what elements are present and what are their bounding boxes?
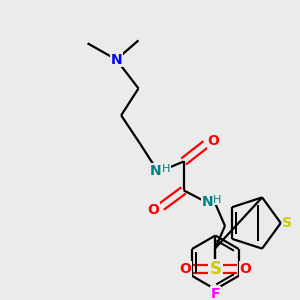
- Text: O: O: [180, 262, 191, 276]
- Text: N: N: [202, 195, 214, 209]
- Text: O: O: [147, 202, 159, 217]
- Text: N: N: [150, 164, 162, 178]
- Text: O: O: [208, 134, 219, 148]
- Text: N: N: [110, 52, 122, 67]
- Text: H: H: [162, 164, 170, 174]
- Text: O: O: [239, 262, 251, 276]
- Text: S: S: [283, 216, 292, 230]
- Text: H: H: [213, 195, 221, 205]
- Text: S: S: [209, 260, 221, 278]
- Text: F: F: [211, 287, 220, 300]
